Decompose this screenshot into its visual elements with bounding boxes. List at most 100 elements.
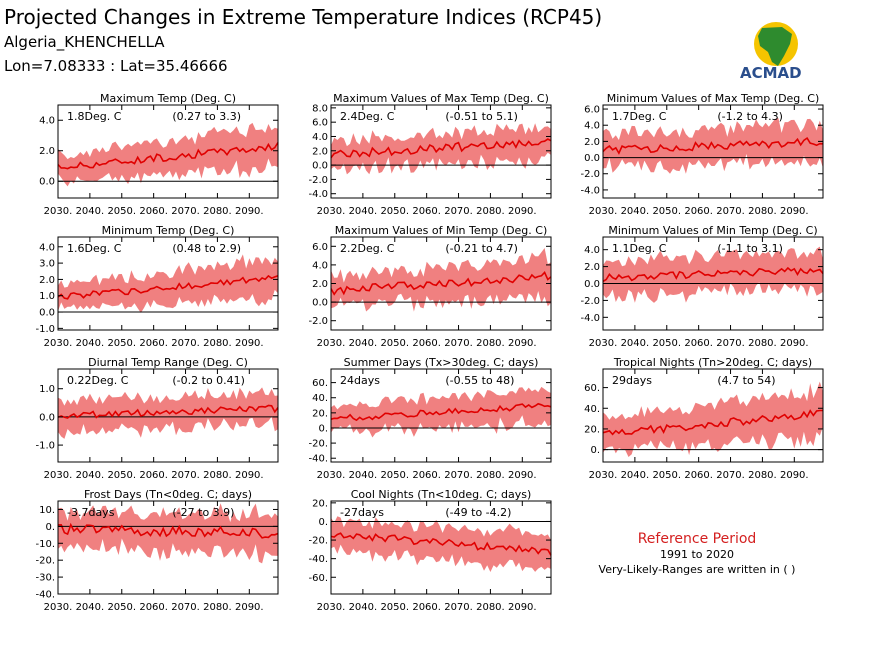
x-tick-label: 2050. — [107, 470, 136, 481]
y-tick-label: 0.0 — [312, 161, 328, 172]
y-tick-label: 40. — [312, 393, 328, 404]
y-tick-label: 0. — [318, 423, 328, 434]
y-tick-label: 0.0 — [39, 177, 55, 188]
y-tick-label: 2.0 — [584, 137, 600, 148]
likely-range-value: (-1.2 to 4.3) — [717, 110, 783, 123]
logo-text: ACMAD — [740, 64, 802, 82]
x-tick-label: 2030. — [317, 470, 346, 481]
y-tick-label: -10. — [35, 539, 55, 550]
x-tick-label: 2040. — [349, 602, 378, 613]
x-tick-label: 2060. — [139, 206, 168, 217]
likely-range-band — [58, 254, 278, 313]
y-tick-label: 40. — [584, 404, 600, 415]
ensemble-mean-line — [330, 138, 552, 159]
y-tick-label: 2.0 — [39, 275, 55, 286]
x-tick-label: 2080. — [476, 206, 505, 217]
x-tick-label: 2060. — [412, 602, 441, 613]
y-tick-label: -1.0 — [35, 324, 55, 335]
change-value: 0.22Deg. C — [67, 374, 129, 387]
x-tick-label: 2060. — [684, 206, 713, 217]
x-tick-label: 2060. — [412, 206, 441, 217]
plot-frame — [602, 104, 824, 199]
plot-frame — [57, 500, 279, 595]
y-tick-label: 2.0 — [312, 146, 328, 157]
panel-title: Minimum Values of Min Temp (Deg. C) — [608, 224, 817, 237]
y-tick-label: -40. — [308, 554, 328, 565]
chart-panel: -1.0 0.0 1.0 2030. 2040. 2050. 2060. 2070. 2080.… — [35, 356, 279, 481]
x-tick-label: 2070. — [444, 206, 473, 217]
change-value: 2.4Deg. C — [340, 110, 395, 123]
reference-note: Very-Likely-Ranges are written in ( ) — [599, 563, 796, 576]
ensemble-mean-line — [602, 266, 824, 283]
change-value: -27days — [340, 506, 384, 519]
likely-range-value: (-0.2 to 0.41) — [172, 374, 245, 387]
y-tick-label: 3.0 — [39, 259, 55, 270]
ensemble-mean-line — [330, 402, 552, 422]
x-tick-label: 2050. — [107, 602, 136, 613]
y-tick-label: -2.0 — [580, 296, 600, 307]
change-value: 24days — [340, 374, 380, 387]
x-tick-label: 2090. — [508, 602, 537, 613]
reference-box: Reference Period 1991 to 2020 Very-Likel… — [599, 531, 796, 576]
ensemble-mean-line — [57, 522, 279, 539]
y-tick-label: 1.0 — [39, 384, 55, 395]
y-tick-label: 0. — [45, 522, 55, 533]
x-tick-label: 2030. — [44, 206, 73, 217]
location-label: Algeria_KHENCHELLA — [4, 33, 165, 52]
reference-title: Reference Period — [638, 531, 757, 547]
x-tick-label: 2070. — [444, 338, 473, 349]
x-tick-label: 2060. — [139, 338, 168, 349]
likely-range-value: (-0.51 to 5.1) — [445, 110, 518, 123]
x-tick-label: 2070. — [171, 206, 200, 217]
y-tick-label: 0. — [318, 517, 328, 528]
x-tick-label: 2060. — [139, 602, 168, 613]
y-tick-label: -2.0 — [308, 316, 328, 327]
x-tick-label: 2090. — [235, 602, 264, 613]
change-value: 1.8Deg. C — [67, 110, 122, 123]
y-tick-label: 60. — [584, 383, 600, 394]
plot-frame — [57, 368, 279, 463]
x-tick-label: 2070. — [171, 338, 200, 349]
x-tick-label: 2040. — [621, 206, 650, 217]
x-tick-label: 2030. — [44, 602, 73, 613]
y-tick-label: 0.0 — [584, 153, 600, 164]
x-tick-label: 2080. — [476, 602, 505, 613]
x-tick-label: 2090. — [235, 206, 264, 217]
chart-panel: -60. -40. -20. 0. 20. 2030. 2040. 2050. 2060. 207… — [308, 488, 552, 613]
x-tick-label: 2080. — [748, 206, 777, 217]
likely-range-value: (-0.55 to 48) — [445, 374, 514, 387]
panel-title: Maximum Temp (Deg. C) — [100, 92, 236, 105]
y-tick-label: 1.0 — [39, 291, 55, 302]
plot-frame — [602, 368, 824, 463]
y-tick-label: 0.0 — [584, 279, 600, 290]
x-tick-label: 2030. — [589, 206, 618, 217]
plot-frame — [330, 104, 552, 199]
figure-title: Projected Changes in Extreme Temperature… — [4, 5, 602, 29]
x-tick-label: 2040. — [621, 338, 650, 349]
ensemble-mean-line — [602, 409, 823, 436]
x-tick-label: 2050. — [652, 206, 681, 217]
x-tick-label: 2050. — [380, 602, 409, 613]
x-tick-label: 2070. — [444, 470, 473, 481]
x-tick-label: 2080. — [203, 338, 232, 349]
y-tick-label: 4.0 — [584, 245, 600, 256]
x-tick-label: 2090. — [508, 206, 537, 217]
x-tick-label: 2030. — [589, 470, 618, 481]
y-tick-label: -40. — [35, 590, 55, 601]
y-tick-label: 2.0 — [312, 279, 328, 290]
y-tick-label: -20. — [308, 439, 328, 450]
x-tick-label: 2080. — [748, 470, 777, 481]
x-tick-label: 2040. — [621, 470, 650, 481]
x-tick-label: 2090. — [235, 338, 264, 349]
panel-title: Minimum Values of Max Temp (Deg. C) — [607, 92, 820, 105]
likely-range-value: (-0.21 to 4.7) — [445, 242, 518, 255]
plot-frame — [330, 368, 552, 463]
x-tick-label: 2050. — [652, 470, 681, 481]
y-tick-label: 0. — [590, 445, 600, 456]
africa-map-icon — [758, 27, 792, 66]
y-tick-label: 0.0 — [312, 298, 328, 309]
panel-title: Maximum Values of Min Temp (Deg. C) — [335, 224, 548, 237]
x-tick-label: 2080. — [476, 338, 505, 349]
